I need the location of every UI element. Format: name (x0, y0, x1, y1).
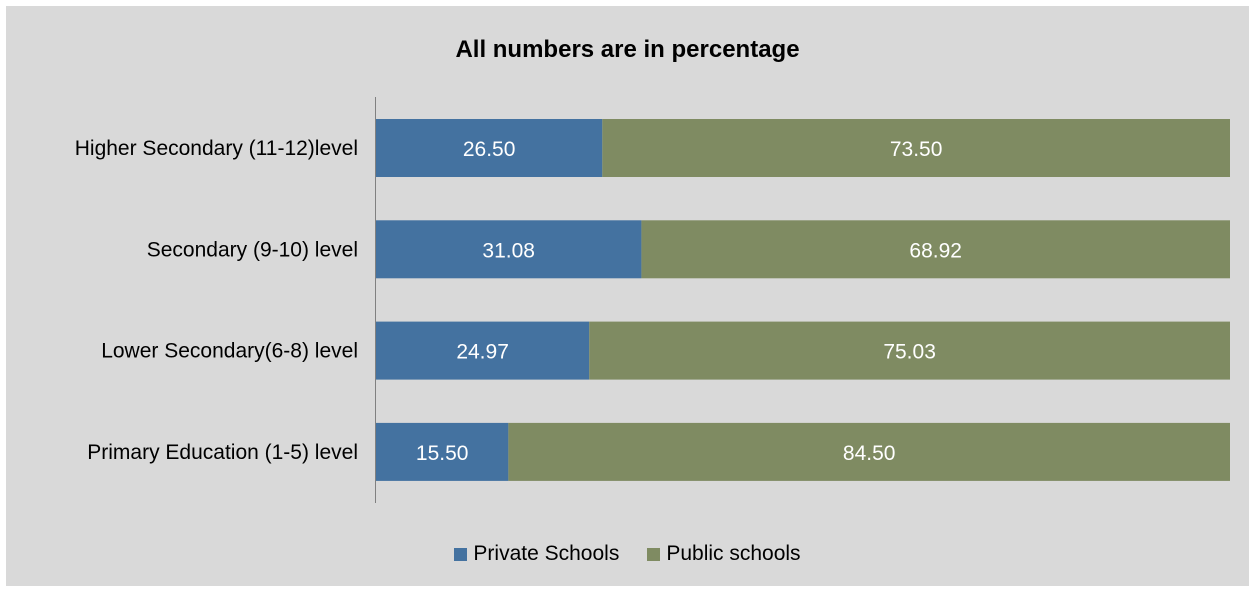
legend-swatch-public (647, 547, 661, 561)
data-label: 84.50 (843, 442, 896, 465)
legend-label-private: Private Schools (473, 542, 620, 565)
data-label: 15.50 (416, 442, 469, 465)
data-label: 31.08 (482, 239, 535, 262)
chart-title: All numbers are in percentage (455, 36, 800, 63)
bar-private-schools (376, 422, 509, 481)
category-label: Lower Secondary(6-8) level (101, 340, 358, 363)
legend: Private Schools Public schools (6, 542, 1249, 566)
data-label: 68.92 (909, 239, 962, 262)
data-label: 73.50 (890, 138, 943, 161)
data-label: 26.50 (463, 138, 516, 161)
chart-area: All numbers are in percentage Higher Sec… (6, 6, 1249, 586)
bar-private-schools (376, 119, 603, 177)
data-label: 24.97 (456, 341, 509, 364)
bar-public-schools (508, 422, 1230, 481)
data-label: 75.03 (883, 341, 936, 364)
chart-plot: Higher Secondary (11-12)level 26.50 73.50 S… (75, 97, 1230, 503)
legend-item-private: Private Schools (454, 542, 619, 566)
bar-private-schools (376, 321, 590, 380)
bar-public-schools (602, 119, 1230, 177)
legend-item-public: Public schools (647, 542, 801, 566)
category-label: Primary Education (1-5) level (87, 441, 358, 464)
category-label: Higher Secondary (11-12)level (75, 137, 358, 160)
category-label: Secondary (9-10) level (147, 238, 358, 261)
legend-swatch-private (454, 547, 468, 561)
bar-public-schools (641, 220, 1230, 279)
legend-label-public: Public schools (666, 542, 801, 565)
bar-public-schools (589, 321, 1230, 380)
bar-private-schools (376, 220, 642, 279)
